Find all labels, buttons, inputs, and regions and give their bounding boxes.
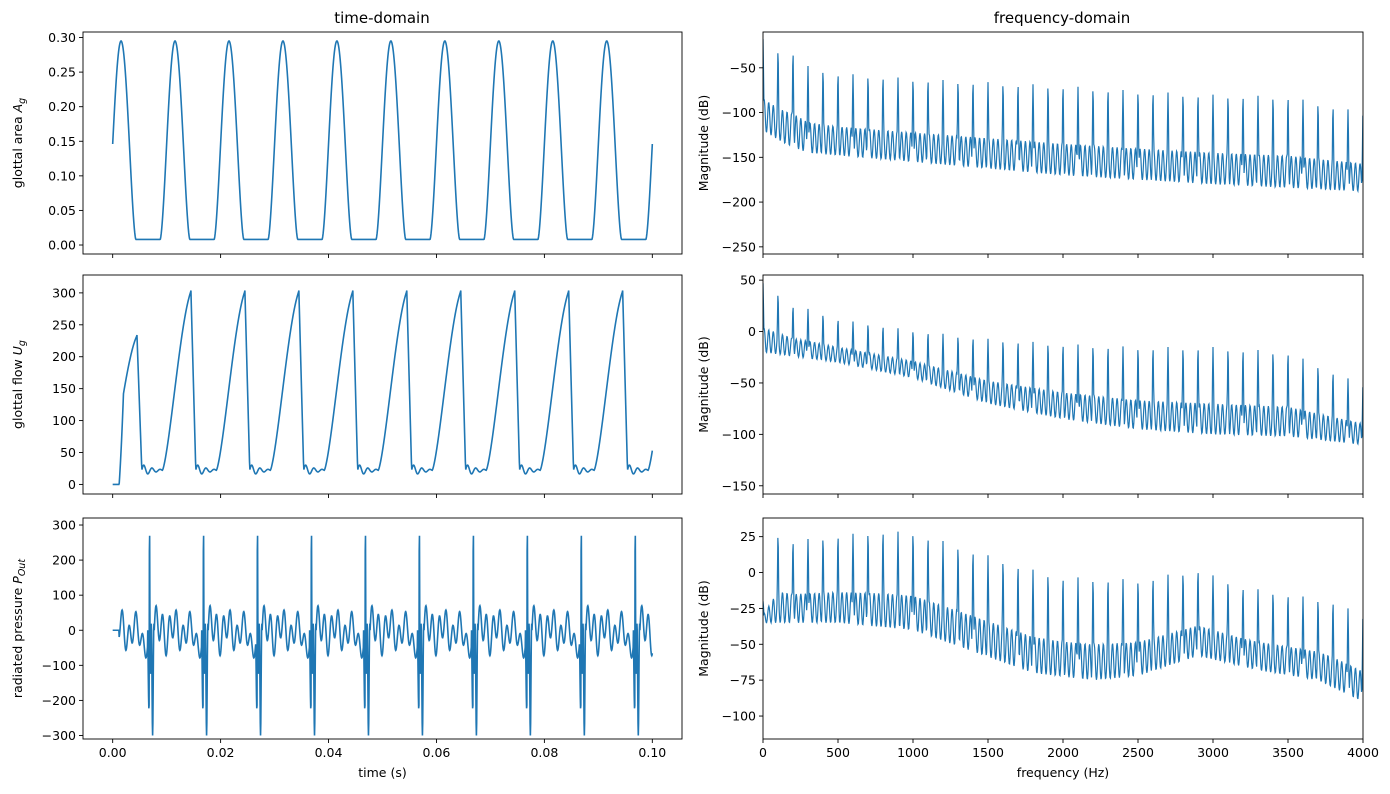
x-tick-label: 0.00 (99, 745, 127, 760)
y-axis-label: Magnitude (dB) (696, 336, 711, 432)
y-tick-label: 50 (740, 273, 756, 288)
series-line-pressure-time (112, 535, 654, 736)
y-tick-label: −200 (42, 693, 76, 708)
axes-frame (82, 31, 683, 255)
y-tick-label: 0.30 (48, 30, 76, 45)
series-line-flow-time (112, 290, 654, 486)
y-tick-label: 0.00 (48, 238, 76, 253)
series-line-area-time (111, 40, 654, 241)
y-tick-label: −100 (722, 427, 756, 442)
panel-pressure-spectrum: 0 500 1000 1500 2000 2500 3000 3500 4000 −100 −75 −… (696, 517, 1379, 780)
y-tick-label: 300 (52, 518, 76, 533)
y-tick-label: 200 (52, 553, 76, 568)
y-tick-label: 250 (52, 317, 76, 332)
x-tick-label: 0.04 (315, 745, 343, 760)
y-tick-label: 100 (52, 588, 76, 603)
x-tick-label: 0.06 (423, 745, 451, 760)
y-tick-label: 0.10 (48, 168, 76, 183)
y-tick-label: −100 (722, 709, 756, 724)
series-line-pressure-spectrum (763, 531, 1363, 700)
axes-frame (82, 274, 683, 495)
series-line-area-spectrum (763, 39, 1363, 194)
y-tick-label: 0 (68, 623, 76, 638)
y-axis-label: glottal flow Ug (10, 340, 28, 429)
x-tick-label: 2000 (1047, 745, 1079, 760)
y-tick-label: −100 (722, 105, 756, 120)
y-tick-label: 0 (68, 477, 76, 492)
y-tick-label: 0.05 (48, 203, 76, 218)
y-tick-label: −250 (722, 239, 756, 254)
x-axis-label: frequency (Hz) (1017, 765, 1109, 780)
panel-area-time: 0.00 0.05 0.10 0.15 0.20 0.25 0.30 glottal area… (10, 30, 683, 258)
x-tick-label: 1500 (972, 745, 1004, 760)
y-tick-label: −50 (730, 60, 756, 75)
x-tick-label: 3500 (1272, 745, 1304, 760)
y-tick-label: 0.25 (48, 65, 76, 80)
y-tick-label: 300 (52, 285, 76, 300)
x-tick-label: 1000 (897, 745, 929, 760)
y-axis-label: Magnitude (dB) (696, 95, 711, 191)
y-tick-label: −150 (722, 150, 756, 165)
y-tick-label: −200 (722, 195, 756, 210)
x-tick-label: 0.02 (207, 745, 235, 760)
panel-flow-spectrum: −150 −100 −50 0 50 Magnitude (dB) (696, 273, 1364, 498)
y-tick-label: 25 (740, 529, 756, 544)
column-title-frequency: frequency-domain (994, 9, 1131, 27)
x-tick-label: 500 (826, 745, 850, 760)
y-tick-label: −50 (730, 375, 756, 390)
y-tick-label: 150 (52, 381, 76, 396)
panel-area-spectrum: −250 −200 −150 −100 −50 Magnitude (dB) (696, 31, 1364, 258)
y-tick-label: 0.15 (48, 134, 76, 149)
y-tick-label: −75 (730, 673, 756, 688)
axes-frame (762, 31, 1364, 255)
column-title-time: time-domain (334, 9, 429, 27)
x-tick-label: 0 (759, 745, 767, 760)
x-tick-label: 4000 (1347, 745, 1379, 760)
y-tick-label: 100 (52, 413, 76, 428)
y-axis-label: Magnitude (dB) (696, 580, 711, 676)
y-tick-label: −300 (42, 728, 76, 743)
y-tick-label: −150 (722, 478, 756, 493)
x-tick-label: 2500 (1122, 745, 1154, 760)
y-axis-label: radiated pressure POut (10, 558, 28, 698)
panel-flow-time: 0 50 100 150 200 250 300 glottal flow Ug (10, 274, 683, 498)
y-tick-label: 50 (60, 445, 76, 460)
x-tick-label: 0.10 (638, 745, 666, 760)
y-tick-label: −50 (730, 637, 756, 652)
panel-pressure-time: 0.00 0.02 0.04 0.06 0.08 0.10 −300 −200 −100 0 100… (10, 517, 683, 780)
x-tick-label: 0.08 (530, 745, 558, 760)
y-tick-label: 200 (52, 349, 76, 364)
y-tick-label: 0.20 (48, 99, 76, 114)
x-axis-label: time (s) (358, 765, 406, 780)
y-tick-label: −100 (42, 658, 76, 673)
y-tick-label: 0 (748, 565, 756, 580)
y-tick-label: −25 (730, 601, 756, 616)
axes-frame (82, 517, 683, 740)
series-line-flow-spectrum (763, 283, 1363, 446)
y-tick-label: 0 (748, 324, 756, 339)
x-tick-label: 3000 (1197, 745, 1229, 760)
y-axis-label: glottal area Ag (10, 98, 28, 188)
